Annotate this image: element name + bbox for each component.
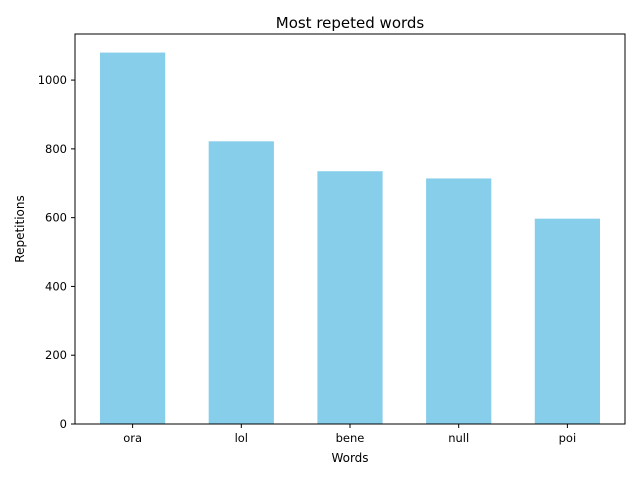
y-axis-label: Repetitions <box>13 195 27 262</box>
bar-bene <box>317 171 383 424</box>
y-tick-label-400: 400 <box>45 279 67 293</box>
x-tick-label-lol: lol <box>235 431 248 445</box>
y-tick-label-1000: 1000 <box>38 73 67 87</box>
x-tick-label-null: null <box>448 431 469 445</box>
x-axis: ora lol bene null poi <box>123 424 576 445</box>
bar-poi <box>534 218 600 424</box>
bar-ora <box>100 52 166 424</box>
x-tick-label-ora: ora <box>123 431 142 445</box>
bar-null <box>426 178 492 424</box>
x-tick-label-bene: bene <box>336 431 365 445</box>
y-axis: 0 200 400 600 800 1000 <box>38 73 75 431</box>
y-tick-label-800: 800 <box>45 142 67 156</box>
bars-group <box>100 52 600 425</box>
chart-title: Most repeted words <box>276 14 425 32</box>
x-tick-label-poi: poi <box>559 431 577 445</box>
x-axis-label: Words <box>331 451 368 465</box>
y-tick-label-600: 600 <box>45 211 67 225</box>
y-tick-label-0: 0 <box>60 417 67 431</box>
bar-lol <box>208 141 274 425</box>
y-tick-label-200: 200 <box>45 348 67 362</box>
